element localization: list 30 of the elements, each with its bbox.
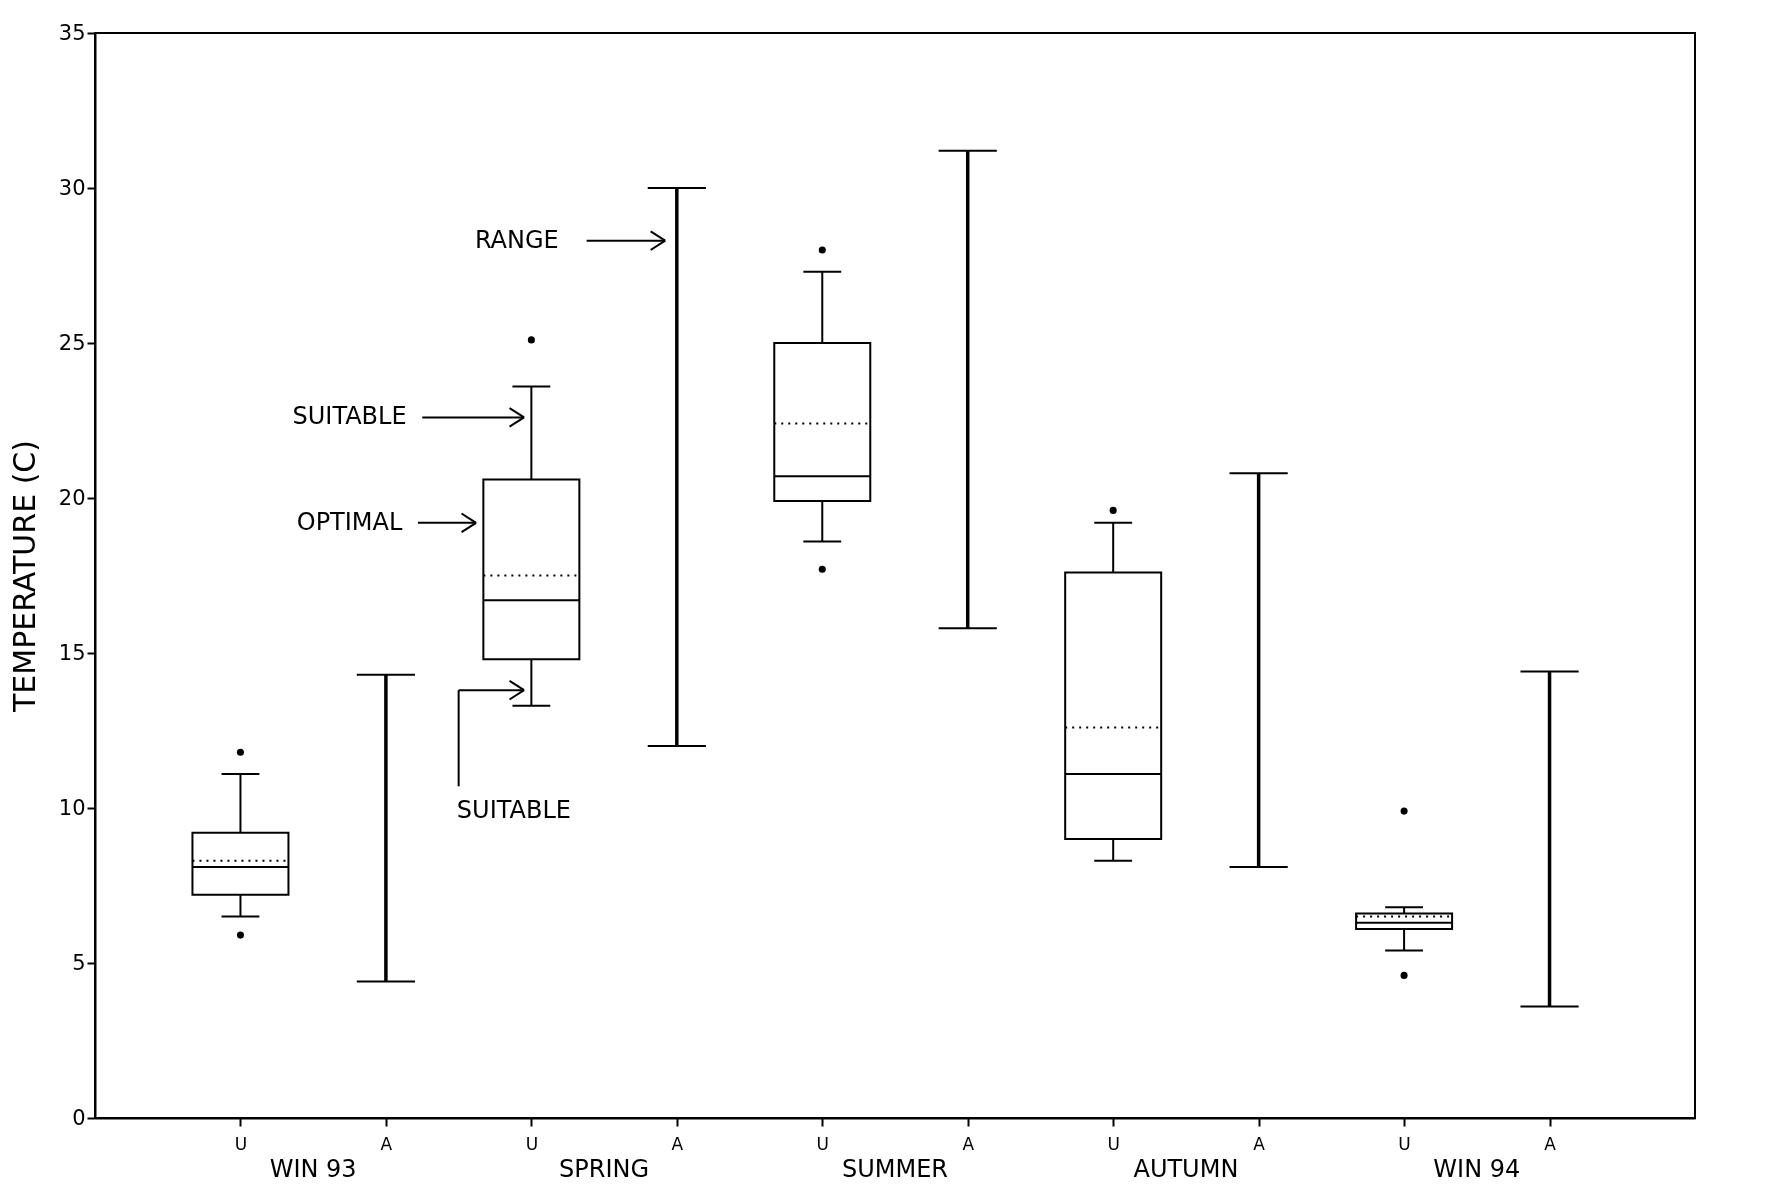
y-tick-label: 20 (58, 485, 86, 510)
text: WIN 93 (269, 1155, 357, 1183)
x-tick-label: A (1544, 1133, 1557, 1154)
annotation: OPTIMAL (296, 507, 403, 536)
y-tick-label: 0 (72, 1105, 86, 1130)
y-tick-label: 25 (58, 330, 86, 355)
x-tick-label: U (1107, 1133, 1120, 1154)
x-tick-label: A (1253, 1133, 1266, 1154)
y-tick-label: 35 (58, 20, 86, 45)
y-tick-label: 15 (58, 640, 86, 665)
text: SUMMER (841, 1155, 949, 1183)
annotation: SUITABLE (292, 402, 407, 431)
text: WIN 94 (1433, 1155, 1521, 1183)
x-tick-label: A (962, 1133, 975, 1154)
x-tick-label: U (1398, 1133, 1411, 1154)
x-tick-label: U (525, 1133, 539, 1154)
text: SPRING (559, 1155, 650, 1183)
annotation: RANGE (474, 225, 559, 254)
x-tick-label: A (671, 1133, 684, 1154)
y-axis-title: TEMPERATURE (C) (6, 439, 42, 714)
bar (675, 188, 679, 746)
y-tick-label: 5 (72, 950, 86, 975)
bar (384, 674, 388, 982)
y-tick-label: 30 (58, 175, 86, 200)
annotation: SUITABLE (456, 796, 571, 825)
y-tick-label: 10 (58, 795, 86, 820)
x-tick-label: A (380, 1133, 393, 1154)
x-tick-label: U (816, 1133, 829, 1154)
x-tick-label: U (234, 1133, 248, 1154)
text: AUTUMN (1133, 1155, 1239, 1183)
